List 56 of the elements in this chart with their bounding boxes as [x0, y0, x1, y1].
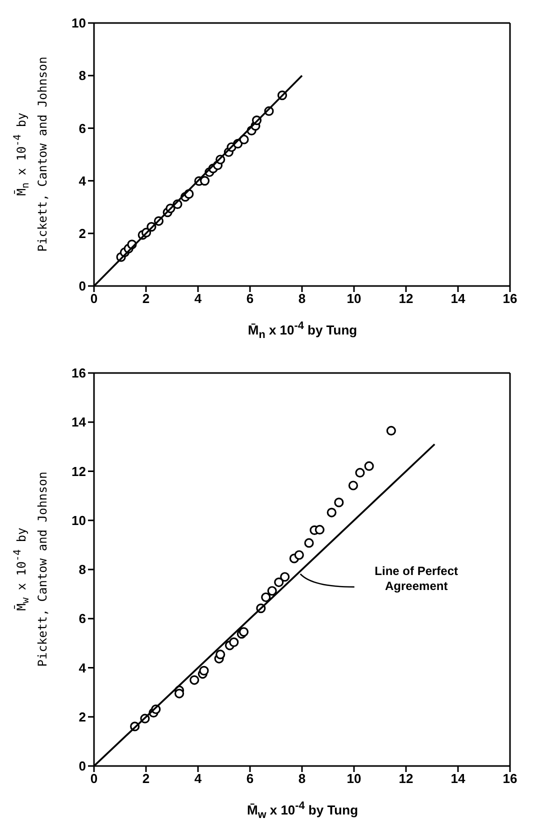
point: [200, 176, 210, 186]
x-tick-label: 0: [90, 771, 98, 786]
x-tick-label: 6: [246, 771, 254, 786]
x-axis-title: M̄$_{n}$ x 10$^{-4}$ by Tung: [246, 320, 358, 341]
point: [274, 577, 284, 588]
y-tick-label: 0: [78, 758, 86, 774]
point: [334, 498, 344, 508]
point: [314, 524, 324, 535]
x-tick-label: 2: [142, 291, 150, 306]
x-tick-label: 4: [194, 291, 202, 306]
x-tick-label: 4: [194, 771, 202, 786]
x-tick-label: 16: [502, 771, 518, 786]
y-tick-label: 8: [78, 68, 86, 84]
x-tick-label: 8: [298, 771, 306, 786]
y-tick-label: 0: [78, 278, 86, 294]
y-tick-label: 12: [72, 464, 86, 479]
point: [364, 461, 374, 471]
point: [174, 688, 184, 698]
y-tick-label: 14: [72, 414, 87, 430]
point: [280, 572, 290, 582]
y-tick-label: 2: [78, 709, 86, 724]
y-tick-label: 4: [78, 660, 87, 676]
point: [355, 468, 365, 478]
annotation: Line of Perfect Agreement: [374, 564, 458, 593]
point: [348, 480, 358, 490]
x-tick-label: 14: [450, 291, 466, 306]
point: [267, 586, 277, 596]
y-tick-label: 6: [78, 120, 86, 136]
point: [386, 426, 396, 436]
point: [190, 675, 200, 685]
y-tick-label: 4: [78, 173, 87, 188]
point: [216, 650, 226, 660]
x-tick-label: 16: [502, 291, 518, 306]
x-tick-label: 0: [90, 291, 98, 306]
y-tick-label: 10: [72, 16, 86, 31]
y-tick-label: 6: [78, 611, 86, 626]
point: [238, 627, 249, 637]
point: [294, 550, 304, 560]
x-tick-label: 2: [142, 771, 150, 786]
y-tick-label: 10: [72, 512, 86, 528]
x-tick-label: 6: [246, 291, 254, 306]
point: [304, 538, 314, 548]
y-tick-label: 8: [78, 562, 86, 578]
x-axis-title: M̄$_{w}$ x 10$^{-4}$ by Tung: [246, 800, 360, 821]
x-tick-label: 8: [298, 291, 306, 306]
y-tick-label: 2: [78, 226, 86, 242]
point: [229, 637, 239, 648]
x-tick-label: 10: [346, 771, 362, 786]
x-tick-label: 10: [346, 291, 362, 306]
point: [326, 508, 336, 518]
point: [199, 666, 209, 676]
point: [261, 592, 271, 602]
x-tick-label: 12: [398, 291, 414, 306]
y-tick-label: 16: [72, 366, 86, 381]
x-tick-label: 12: [398, 771, 414, 786]
x-tick-label: 14: [450, 771, 466, 786]
